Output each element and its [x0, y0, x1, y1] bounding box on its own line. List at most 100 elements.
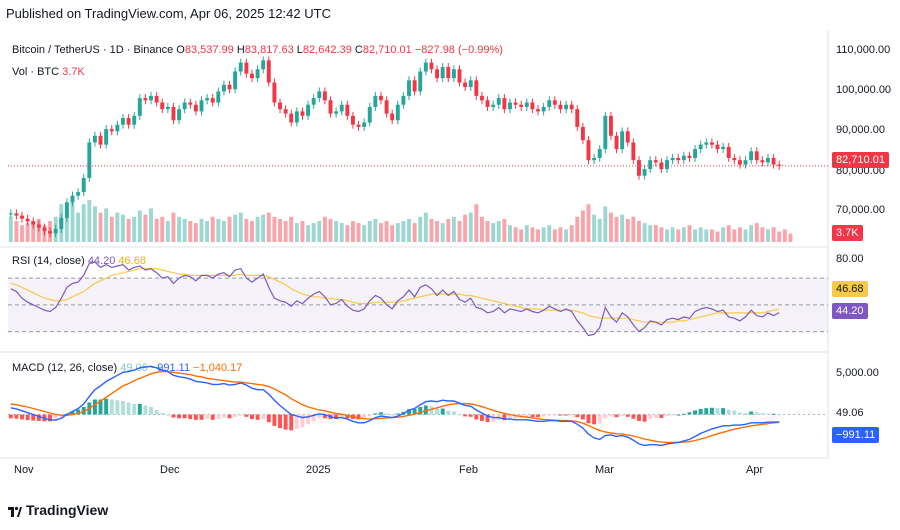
- macd-histogram-bar: [384, 413, 389, 415]
- volume-bar: [328, 218, 333, 242]
- macd-signal-line: [10, 370, 780, 444]
- volume-bar: [149, 208, 153, 242]
- macd-histogram-bar: [272, 414, 277, 426]
- candle-body: [250, 73, 254, 79]
- volume-bar: [407, 218, 411, 242]
- volume-bar: [261, 214, 266, 242]
- volume-bar: [266, 212, 271, 242]
- volume-bar: [547, 225, 552, 242]
- macd-histogram-bar: [653, 414, 658, 418]
- macd-label[interactable]: MACD (12, 26, close): [12, 362, 118, 374]
- candle-body: [317, 91, 322, 99]
- volume-bar: [435, 221, 440, 242]
- macd-histogram-bar: [345, 414, 350, 419]
- candle-body: [603, 115, 608, 150]
- macd-histogram-bar: [250, 414, 254, 420]
- macd-histogram-bar: [238, 414, 243, 416]
- candle-body: [25, 218, 30, 222]
- volume-bar: [642, 223, 647, 242]
- macd-histogram-bar: [53, 414, 58, 421]
- candle-body: [238, 62, 243, 72]
- volume-bar: [272, 216, 277, 242]
- candle-body: [653, 160, 658, 163]
- symbol-title[interactable]: Bitcoin / TetherUS · 1D · Binance: [12, 44, 174, 56]
- volume-bar: [233, 214, 238, 242]
- candle-body: [121, 118, 125, 125]
- macd-histogram-bar: [429, 406, 434, 415]
- candle-body: [676, 157, 681, 161]
- candle-body: [233, 71, 238, 90]
- volume-bar: [670, 227, 675, 242]
- candle-body: [334, 111, 339, 114]
- candle-body: [704, 142, 709, 145]
- volume-bar: [334, 221, 339, 242]
- candle-body: [681, 155, 686, 161]
- macd-histogram-bar: [541, 414, 546, 417]
- macd-histogram-bar: [620, 414, 625, 417]
- macd-histogram-bar: [407, 409, 411, 415]
- candle-body: [474, 80, 479, 96]
- candle-body: [373, 95, 378, 107]
- candle-body: [777, 164, 782, 166]
- macd-histogram-bar: [681, 413, 686, 415]
- candle-body: [608, 115, 613, 136]
- price-tick: 90,000.00: [836, 124, 885, 136]
- macd-histogram-bar: [59, 414, 64, 418]
- macd-histogram-bar: [255, 414, 260, 420]
- macd-histogram-bar: [177, 414, 182, 419]
- volume-bar: [317, 221, 322, 242]
- candle-body: [547, 100, 552, 107]
- rsi-ma-value: 46.68: [118, 255, 146, 267]
- low-value: 82,642.39: [302, 44, 352, 56]
- candle-body: [564, 104, 569, 110]
- candle-body: [457, 69, 462, 83]
- candle-body: [463, 82, 468, 87]
- macd-histogram-bar: [210, 414, 215, 420]
- volume-bar: [709, 229, 714, 242]
- macd-histogram-bar: [334, 414, 339, 420]
- macd-histogram-bar: [592, 414, 597, 425]
- candle-body: [485, 100, 490, 107]
- candle-body: [20, 215, 24, 219]
- candle-body: [379, 95, 383, 101]
- macd-histogram-bar: [306, 414, 311, 425]
- volume-bar: [98, 212, 103, 242]
- tradingview-brand[interactable]: TradingView: [8, 502, 108, 518]
- candle-body: [743, 160, 748, 165]
- macd-histogram-bar: [704, 408, 709, 415]
- candle-body: [586, 140, 591, 161]
- macd-histogram-bar: [199, 414, 204, 420]
- volume-bar: [502, 218, 507, 242]
- candle-body: [407, 80, 411, 96]
- volume-bar: [205, 221, 210, 242]
- macd-histogram-bar: [261, 414, 266, 420]
- macd-histogram-bar: [608, 414, 613, 417]
- volume-bar: [592, 214, 597, 242]
- price-legend: Bitcoin / TetherUS · 1D · Binance O83,53…: [12, 44, 503, 56]
- volume-bar: [631, 216, 636, 242]
- candle-body: [687, 155, 692, 158]
- macd-histogram-bar: [709, 407, 714, 415]
- macd-histogram-bar: [31, 414, 36, 421]
- candle-body: [14, 213, 19, 216]
- candle-body: [659, 162, 664, 170]
- volume-bar: [721, 227, 726, 242]
- macd-histogram-bar: [737, 412, 742, 415]
- macd-histogram-bar: [367, 414, 372, 417]
- rsi-line: [10, 261, 780, 337]
- macd-histogram-bar: [373, 413, 378, 415]
- macd-histogram-bar: [547, 414, 552, 416]
- macd-histogram-bar: [625, 414, 630, 417]
- candle-body: [98, 135, 103, 145]
- macd-histogram-bar: [676, 414, 681, 416]
- macd-histogram-bar: [412, 408, 417, 415]
- candle-body: [395, 104, 400, 121]
- candle-body: [300, 111, 305, 116]
- macd-histogram-bar: [440, 408, 445, 415]
- macd-histogram-bar: [70, 411, 75, 415]
- volume-bar: [665, 229, 669, 242]
- volume-label[interactable]: Vol · BTC: [12, 66, 60, 78]
- rsi-label[interactable]: RSI (14, close): [12, 255, 85, 267]
- volume-bar: [580, 210, 585, 242]
